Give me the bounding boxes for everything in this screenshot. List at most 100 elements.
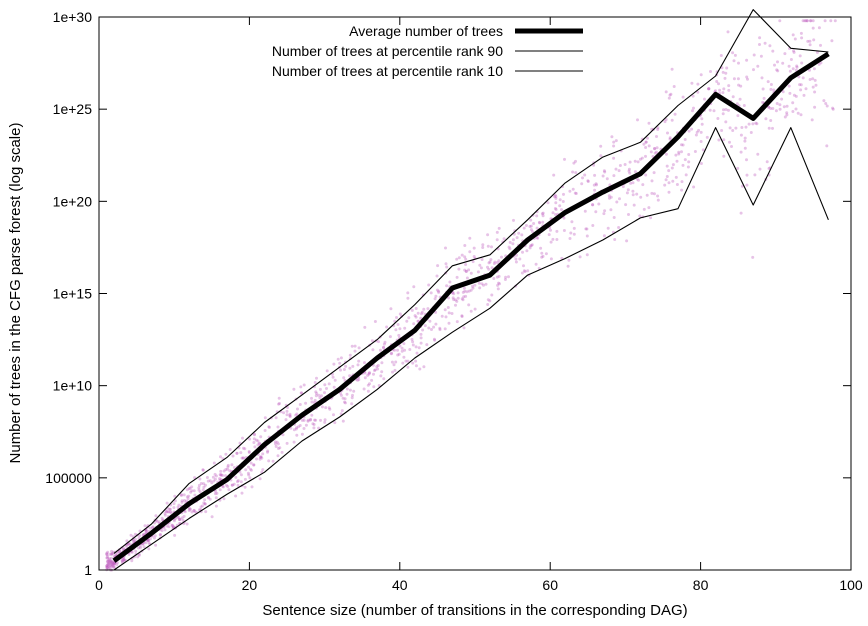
scatter-point xyxy=(572,161,576,165)
scatter-point xyxy=(280,450,284,454)
scatter-point xyxy=(642,142,646,146)
scatter-point xyxy=(105,564,109,567)
scatter-point xyxy=(112,565,116,569)
scatter-point xyxy=(793,37,797,41)
scatter-point xyxy=(302,383,306,387)
scatter-point xyxy=(584,227,588,231)
scatter-point xyxy=(136,555,140,559)
scatter-point xyxy=(745,183,749,187)
scatter-point xyxy=(668,93,672,97)
scatter-point xyxy=(486,244,490,248)
scatter-point xyxy=(642,207,646,211)
scatter-point xyxy=(462,286,466,290)
scatter-point xyxy=(357,359,361,363)
scatter-point xyxy=(352,389,356,393)
scatter-point xyxy=(492,277,496,280)
scatter-point xyxy=(147,541,151,545)
scatter-point xyxy=(722,154,726,158)
scatter-point xyxy=(464,269,468,273)
scatter-point xyxy=(228,469,232,473)
scatter-point xyxy=(455,257,459,261)
scatter-point xyxy=(808,19,812,23)
scatter-point xyxy=(680,150,683,154)
scatter-point xyxy=(118,549,122,553)
scatter-point xyxy=(690,127,694,131)
scatter-point xyxy=(796,111,800,115)
scatter-point xyxy=(644,154,647,158)
scatter-point xyxy=(258,442,262,446)
scatter-point xyxy=(763,41,767,45)
scatter-point xyxy=(742,104,746,107)
scatter-point xyxy=(111,552,115,556)
scatter-point xyxy=(673,112,677,116)
scatter-point xyxy=(699,130,703,134)
scatter-point xyxy=(277,447,280,450)
scatter-point xyxy=(554,196,558,200)
scatter-point xyxy=(257,441,261,445)
scatter-point xyxy=(248,476,252,480)
scatter-point xyxy=(536,236,540,240)
scatter-point xyxy=(403,326,407,330)
scatter-point xyxy=(495,230,499,234)
scatter-point xyxy=(419,316,423,320)
scatter-point xyxy=(367,372,371,376)
scatter-point xyxy=(422,365,426,369)
scatter-point xyxy=(687,160,691,164)
scatter-point xyxy=(791,33,795,37)
scatter-point xyxy=(242,446,245,450)
scatter-point xyxy=(593,173,597,177)
scatter-point xyxy=(366,373,370,377)
scatter-point xyxy=(138,546,142,550)
scatter-point xyxy=(608,196,611,200)
scatter-point xyxy=(631,181,635,185)
scatter-point xyxy=(213,492,217,496)
scatter-point xyxy=(531,230,534,234)
scatter-point xyxy=(530,244,533,247)
scatter-point xyxy=(333,421,337,425)
scatter-point xyxy=(554,213,557,216)
scatter-point xyxy=(739,211,743,215)
scatter-point xyxy=(299,385,303,389)
scatter-point xyxy=(529,218,533,222)
scatter-point xyxy=(727,84,731,88)
scatter-point xyxy=(363,371,367,375)
scatter-point xyxy=(522,269,526,273)
scatter-point xyxy=(529,224,533,228)
scatter-point xyxy=(178,518,182,521)
scatter-point xyxy=(463,244,467,247)
scatter-point xyxy=(631,193,635,197)
scatter-point xyxy=(614,139,618,143)
scatter-point xyxy=(563,157,566,161)
scatter-point xyxy=(350,344,354,348)
scatter-point xyxy=(800,61,804,65)
scatter-point xyxy=(382,345,386,349)
scatter-point xyxy=(317,426,321,430)
scatter-point xyxy=(795,65,799,69)
scatter-point xyxy=(751,255,755,259)
scatter-point xyxy=(747,122,751,126)
scatter-point xyxy=(812,38,816,42)
scatter-point xyxy=(224,452,228,456)
scatter-point xyxy=(437,289,441,293)
scatter-point xyxy=(313,398,317,402)
scatter-point xyxy=(176,515,179,519)
scatter-point xyxy=(402,342,406,346)
scatter-point xyxy=(221,485,225,489)
scatter-point xyxy=(201,504,204,508)
scatter-point xyxy=(198,477,202,481)
scatter-point xyxy=(699,140,703,143)
scatter-point xyxy=(120,559,124,563)
scatter-point xyxy=(813,105,817,109)
scatter-point xyxy=(274,442,277,446)
scatter-point xyxy=(214,504,218,508)
scatter-point xyxy=(481,243,485,247)
scatter-point xyxy=(137,546,140,550)
scatter-point xyxy=(650,179,654,183)
scatter-point xyxy=(507,275,510,279)
scatter-point xyxy=(276,442,280,446)
scatter-point xyxy=(108,557,112,561)
scatter-point xyxy=(609,195,613,199)
scatter-point xyxy=(644,173,648,177)
scatter-point xyxy=(497,274,501,278)
scatter-point xyxy=(249,461,253,465)
